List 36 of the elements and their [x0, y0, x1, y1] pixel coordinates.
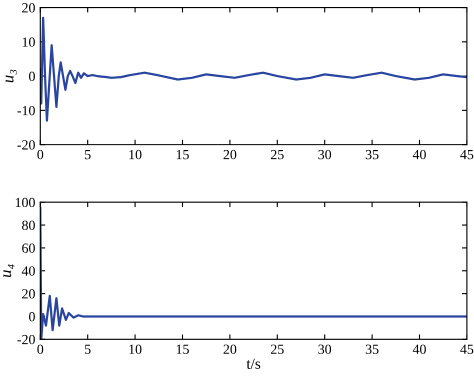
x-tick-label: 30 — [318, 344, 332, 354]
y-tick-label: 80 — [22, 220, 35, 230]
x-tick-label: 35 — [366, 150, 378, 160]
y-tick-label: 40 — [22, 266, 35, 276]
x-tick-label: 10 — [129, 344, 142, 354]
x-tick-label: 5 — [85, 344, 91, 354]
x-tick-label: 0 — [37, 150, 44, 160]
x-tick-label: 20 — [224, 150, 236, 160]
y-tick-label: 0 — [29, 72, 35, 82]
x-tick-label: 40 — [412, 344, 426, 354]
x-tick-label: 15 — [176, 344, 189, 354]
x-tick-label: 30 — [318, 150, 332, 160]
x-tick-label: 5 — [85, 150, 91, 160]
y-tick-label: 0 — [29, 312, 35, 322]
y-tick-label: 20 — [22, 3, 35, 12]
x-axis-title: t/s — [246, 358, 260, 369]
y-tick-label: -20 — [17, 140, 35, 150]
y-tick-label: 20 — [22, 289, 35, 299]
x-tick-label: 35 — [366, 344, 378, 354]
y-tick-label: 60 — [22, 243, 35, 253]
y-tick-label: 100 — [16, 198, 35, 208]
x-tick-label: 25 — [270, 150, 284, 160]
x-tick-label: 0 — [37, 344, 44, 354]
x-tick-label: 20 — [224, 344, 236, 354]
y-axis-title: u₄ — [3, 264, 14, 277]
x-tick-label: 25 — [270, 344, 284, 354]
x-tick-label: 45 — [460, 150, 474, 160]
x-tick-label: 10 — [129, 150, 142, 160]
x-tick-label: 45 — [460, 344, 474, 354]
y-tick-label: -10 — [17, 106, 35, 116]
y-tick-label: 10 — [22, 37, 35, 47]
x-tick-label: 40 — [412, 150, 426, 160]
y-axis-title: u₃ — [6, 70, 17, 82]
x-tick-label: 15 — [176, 150, 189, 160]
y-tick-label: -20 — [17, 334, 35, 344]
line-series — [40, 16, 467, 122]
